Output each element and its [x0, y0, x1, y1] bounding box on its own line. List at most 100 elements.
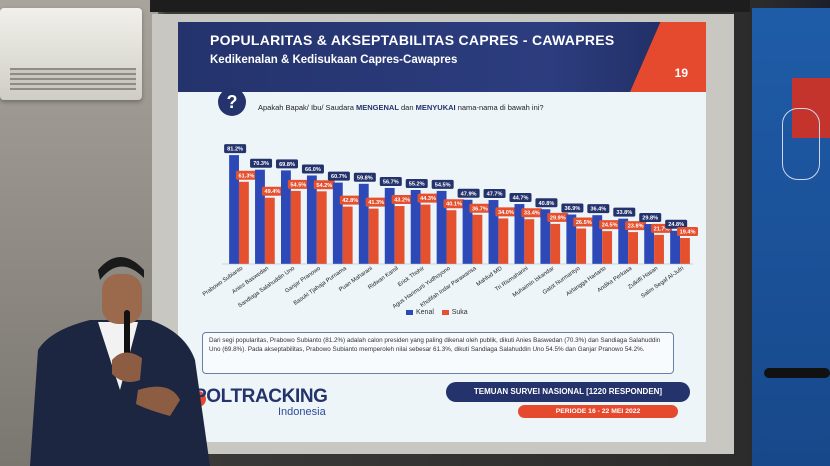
bar-kenal: [540, 209, 551, 264]
label-box-kenal: [250, 158, 273, 168]
header-accent: [630, 22, 706, 92]
bar-kenal: [436, 190, 447, 264]
value-label-suka: 54.5%: [290, 182, 306, 188]
legend-swatch-kenal: [406, 309, 413, 315]
label-box-suka: [443, 199, 465, 209]
ceiling: [150, 0, 750, 12]
label-box-kenal: [587, 204, 610, 214]
label-box-suka: [547, 212, 569, 222]
question-suffix: nama-nama di bawah ini?: [455, 103, 544, 112]
label-box-suka: [365, 197, 387, 207]
bar-suka: [394, 206, 405, 264]
label-box-kenal: [613, 207, 636, 217]
value-label-kenal: 29.8%: [642, 216, 658, 222]
bar-suka: [368, 208, 379, 264]
value-label-suka: 49.4%: [264, 189, 280, 195]
legend-label-suka: Suka: [451, 309, 468, 316]
slide-header: POPULARITAS & AKSEPTABILITAS CAPRES - CA…: [178, 22, 706, 92]
value-label-kenal: 36.4%: [590, 207, 606, 213]
ac-vent: [10, 68, 136, 90]
brand-subtitle: Indonesia: [278, 406, 326, 418]
value-label-suka: 24.5%: [602, 223, 618, 229]
value-label-suka: 61.3%: [239, 173, 255, 179]
banner-illustration: [782, 108, 820, 180]
bar-suka: [264, 197, 275, 264]
question-suka: MENYUKAI: [415, 103, 456, 112]
value-label-kenal: 59.8%: [357, 175, 373, 181]
value-label-suka: 44.3%: [420, 196, 436, 202]
bar-kenal: [229, 155, 239, 264]
label-box-kenal: [405, 178, 428, 188]
question-icon: ?: [218, 88, 246, 116]
value-label-suka: 33.4%: [524, 211, 540, 217]
survey-badge: TEMUAN SURVEI NASIONAL [1220 RESPONDEN]: [446, 382, 690, 402]
bar-chart: 81.2%61.3%Prabowo Subianto70.3%49.4%Anie…: [202, 144, 699, 310]
value-label-kenal: 47.7%: [487, 192, 503, 198]
label-box-suka: [521, 208, 543, 218]
value-label-kenal: 60.7%: [331, 174, 347, 180]
label-box-suka: [261, 186, 283, 196]
bar-suka: [602, 231, 613, 264]
value-label-kenal: 70.3%: [253, 161, 269, 167]
bar-kenal: [410, 189, 421, 264]
value-label-kenal: 40.8%: [539, 201, 555, 207]
value-label-kenal: 56.7%: [383, 179, 399, 185]
bar-suka: [420, 204, 431, 264]
label-box-suka: [677, 226, 699, 236]
question-dan: dan: [398, 103, 416, 112]
bar-suka: [342, 206, 353, 264]
bar-suka: [446, 210, 457, 264]
value-label-suka: 29.9%: [550, 215, 566, 221]
bar-kenal: [618, 218, 629, 264]
label-box-suka: [313, 180, 335, 190]
bar-suka: [290, 190, 301, 264]
bar-kenal: [384, 187, 395, 264]
label-box-suka: [417, 193, 439, 203]
survey-question: Apakah Bapak/ Ibu/ Saudara MENGENAL dan …: [258, 103, 544, 112]
value-label-suka: 54.2%: [316, 183, 332, 189]
value-label-kenal: 24.8%: [668, 222, 684, 228]
page-number: 19: [674, 66, 688, 80]
bar-kenal: [566, 214, 577, 264]
label-box-suka: [339, 195, 361, 205]
value-label-kenal: 47.9%: [461, 191, 477, 197]
label-box-kenal: [431, 179, 454, 189]
label-box-kenal: [379, 176, 402, 186]
label-box-kenal: [509, 193, 532, 203]
legend-label-kenal: Kenal: [416, 309, 434, 316]
bar-suka: [316, 191, 327, 264]
label-box-suka: [235, 170, 257, 180]
label-box-kenal: [483, 189, 506, 199]
value-label-suka: 42.8%: [342, 198, 358, 204]
bar-suka: [628, 232, 638, 264]
value-label-suka: 19.4%: [680, 229, 696, 235]
value-label-kenal: 81.2%: [227, 147, 243, 153]
value-label-kenal: 55.2%: [409, 181, 425, 187]
microphone-stand: [764, 368, 830, 378]
bar-kenal: [592, 215, 603, 264]
bar-kenal: [488, 200, 499, 264]
value-label-kenal: 36.9%: [564, 206, 580, 212]
presentation-slide: POPULARITAS & AKSEPTABILITAS CAPRES - CA…: [178, 22, 706, 442]
label-box-kenal: [665, 219, 688, 229]
label-box-suka: [287, 179, 309, 189]
label-box-suka: [573, 217, 595, 227]
bar-kenal: [462, 199, 473, 264]
value-label-suka: 34.0%: [498, 210, 514, 216]
summary-note: Dari segi popularitas, Prabowo Subianto …: [202, 332, 674, 374]
legend-swatch-suka: [441, 309, 449, 315]
label-box-kenal: [224, 144, 247, 154]
label-box-suka: [495, 207, 517, 217]
question-kenal: MENGENAL: [356, 103, 399, 112]
bar-suka: [472, 214, 483, 264]
label-box-kenal: [639, 213, 662, 223]
label-box-kenal: [561, 203, 584, 213]
bar-suka: [524, 219, 535, 264]
bar-kenal: [358, 183, 369, 264]
value-label-suka: 21.7%: [654, 226, 670, 232]
bar-suka: [498, 218, 509, 264]
side-banner: [752, 8, 830, 466]
value-label-suka: 23.8%: [628, 224, 644, 230]
bar-kenal: [281, 170, 291, 264]
value-label-suka: 43.2%: [394, 198, 410, 204]
